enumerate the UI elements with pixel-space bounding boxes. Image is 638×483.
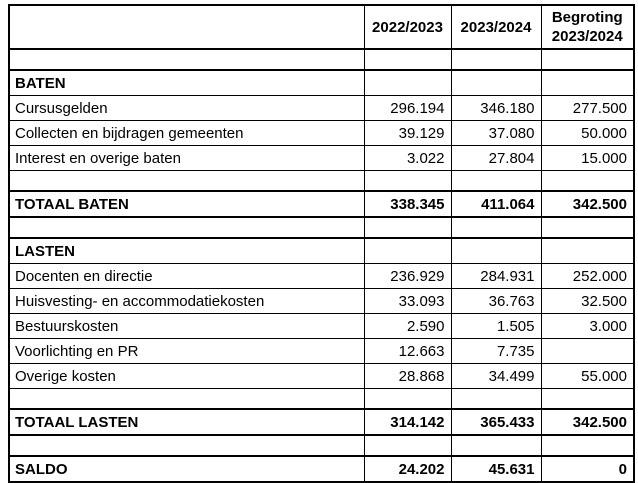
col-header-2023-2024: 2023/2024 (450, 4, 542, 50)
table-row: Interest en overige baten 3.022 27.804 1… (8, 145, 635, 171)
value-begroting (540, 338, 635, 364)
value-2022-2023 (363, 216, 452, 239)
value-begroting (540, 69, 635, 96)
value-2022-2023 (363, 69, 452, 96)
table-row-totaal-lasten: TOTAAL LASTEN 314.142 365.433 342.500 (8, 408, 635, 436)
value-2022-2023: 314.142 (363, 408, 452, 436)
value-begroting (540, 237, 635, 264)
financial-statement-table: 2022/2023 2023/2024 Begroting 2023/2024 … (8, 4, 635, 483)
value-2023-2024: 411.064 (450, 190, 542, 218)
value-begroting (540, 170, 635, 192)
row-label (8, 434, 365, 457)
value-begroting (540, 216, 635, 239)
table-row (8, 434, 635, 457)
value-2023-2024: 284.931 (450, 263, 542, 289)
table-row-totaal-baten: TOTAAL BATEN 338.345 411.064 342.500 (8, 190, 635, 218)
value-2023-2024 (450, 170, 542, 192)
value-2023-2024: 346.180 (450, 95, 542, 121)
value-begroting: 0 (540, 455, 635, 483)
table-row (8, 388, 635, 410)
table-row (8, 216, 635, 239)
table-row-section-baten: BATEN (8, 69, 635, 96)
value-2023-2024: 365.433 (450, 408, 542, 436)
row-label: SALDO (8, 455, 365, 483)
row-label (8, 388, 365, 410)
value-begroting: 252.000 (540, 263, 635, 289)
value-begroting: 342.500 (540, 190, 635, 218)
row-label: TOTAAL LASTEN (8, 408, 365, 436)
value-begroting: 55.000 (540, 363, 635, 389)
corner-cell (8, 4, 365, 50)
row-label: Huisvesting- en accommodatiekosten (8, 288, 365, 314)
value-2023-2024: 37.080 (450, 120, 542, 146)
row-label: Bestuurskosten (8, 313, 365, 339)
table-row: Collecten en bijdragen gemeenten 39.129 … (8, 120, 635, 146)
table-row (8, 48, 635, 71)
value-2023-2024 (450, 69, 542, 96)
value-2023-2024: 36.763 (450, 288, 542, 314)
budget-table: 2022/2023 2023/2024 Begroting 2023/2024 … (8, 4, 635, 483)
row-label: BATEN (8, 69, 365, 96)
row-label: Cursusgelden (8, 95, 365, 121)
value-begroting (540, 48, 635, 71)
row-label: LASTEN (8, 237, 365, 264)
value-2022-2023 (363, 170, 452, 192)
value-2022-2023: 12.663 (363, 338, 452, 364)
table-row (8, 170, 635, 192)
value-2023-2024 (450, 216, 542, 239)
table-row: Cursusgelden 296.194 346.180 277.500 (8, 95, 635, 121)
table-row: Bestuurskosten 2.590 1.505 3.000 (8, 313, 635, 339)
value-2022-2023: 28.868 (363, 363, 452, 389)
value-2022-2023: 338.345 (363, 190, 452, 218)
value-2022-2023: 296.194 (363, 95, 452, 121)
table-header-row: 2022/2023 2023/2024 Begroting 2023/2024 (8, 4, 635, 50)
value-2022-2023: 2.590 (363, 313, 452, 339)
value-2023-2024 (450, 388, 542, 410)
value-2022-2023: 3.022 (363, 145, 452, 171)
value-2022-2023 (363, 237, 452, 264)
value-2023-2024 (450, 48, 542, 71)
value-begroting: 277.500 (540, 95, 635, 121)
value-2023-2024: 27.804 (450, 145, 542, 171)
row-label (8, 48, 365, 71)
value-2022-2023: 33.093 (363, 288, 452, 314)
value-2023-2024 (450, 237, 542, 264)
value-begroting (540, 388, 635, 410)
table-row: Docenten en directie 236.929 284.931 252… (8, 263, 635, 289)
row-label: Voorlichting en PR (8, 338, 365, 364)
value-2023-2024: 45.631 (450, 455, 542, 483)
value-2022-2023 (363, 388, 452, 410)
value-2023-2024 (450, 434, 542, 457)
row-label: Interest en overige baten (8, 145, 365, 171)
col-header-begroting: Begroting 2023/2024 (540, 4, 635, 50)
table-row: Overige kosten 28.868 34.499 55.000 (8, 363, 635, 389)
value-2023-2024: 34.499 (450, 363, 542, 389)
row-label (8, 170, 365, 192)
row-label: Overige kosten (8, 363, 365, 389)
table-row-saldo: SALDO 24.202 45.631 0 (8, 455, 635, 483)
table-row: Huisvesting- en accommodatiekosten 33.09… (8, 288, 635, 314)
value-2022-2023: 39.129 (363, 120, 452, 146)
value-2022-2023 (363, 48, 452, 71)
value-2022-2023: 236.929 (363, 263, 452, 289)
row-label: Docenten en directie (8, 263, 365, 289)
value-2023-2024: 1.505 (450, 313, 542, 339)
value-begroting: 3.000 (540, 313, 635, 339)
col-header-2022-2023: 2022/2023 (363, 4, 452, 50)
row-label (8, 216, 365, 239)
value-2022-2023: 24.202 (363, 455, 452, 483)
row-label: Collecten en bijdragen gemeenten (8, 120, 365, 146)
value-begroting: 15.000 (540, 145, 635, 171)
value-begroting: 342.500 (540, 408, 635, 436)
row-label: TOTAAL BATEN (8, 190, 365, 218)
value-begroting: 32.500 (540, 288, 635, 314)
value-2022-2023 (363, 434, 452, 457)
table-row-section-lasten: LASTEN (8, 237, 635, 264)
table-row: Voorlichting en PR 12.663 7.735 (8, 338, 635, 364)
value-2023-2024: 7.735 (450, 338, 542, 364)
value-begroting: 50.000 (540, 120, 635, 146)
value-begroting (540, 434, 635, 457)
